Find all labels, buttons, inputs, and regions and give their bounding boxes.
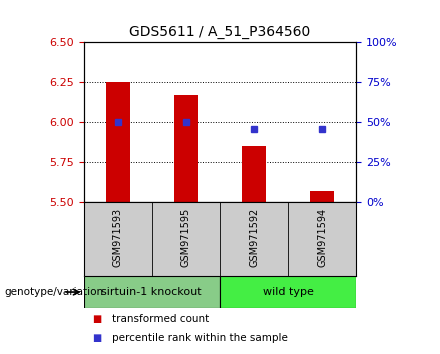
Text: GSM971594: GSM971594 — [317, 208, 327, 267]
Text: GSM971592: GSM971592 — [249, 208, 259, 267]
Bar — [242, 146, 266, 202]
Text: GSM971595: GSM971595 — [181, 208, 191, 267]
Text: ■: ■ — [92, 314, 102, 324]
Bar — [220, 276, 356, 308]
Text: transformed count: transformed count — [112, 314, 209, 324]
Text: wild type: wild type — [263, 287, 314, 297]
Bar — [174, 95, 198, 202]
Text: genotype/variation: genotype/variation — [4, 287, 103, 297]
Text: sirtuin-1 knockout: sirtuin-1 knockout — [102, 287, 202, 297]
Text: percentile rank within the sample: percentile rank within the sample — [112, 333, 288, 343]
Bar — [310, 190, 334, 202]
Text: GSM971593: GSM971593 — [113, 208, 123, 267]
Bar — [106, 82, 130, 202]
Bar — [84, 276, 220, 308]
Text: ■: ■ — [92, 333, 102, 343]
Title: GDS5611 / A_51_P364560: GDS5611 / A_51_P364560 — [129, 25, 311, 39]
